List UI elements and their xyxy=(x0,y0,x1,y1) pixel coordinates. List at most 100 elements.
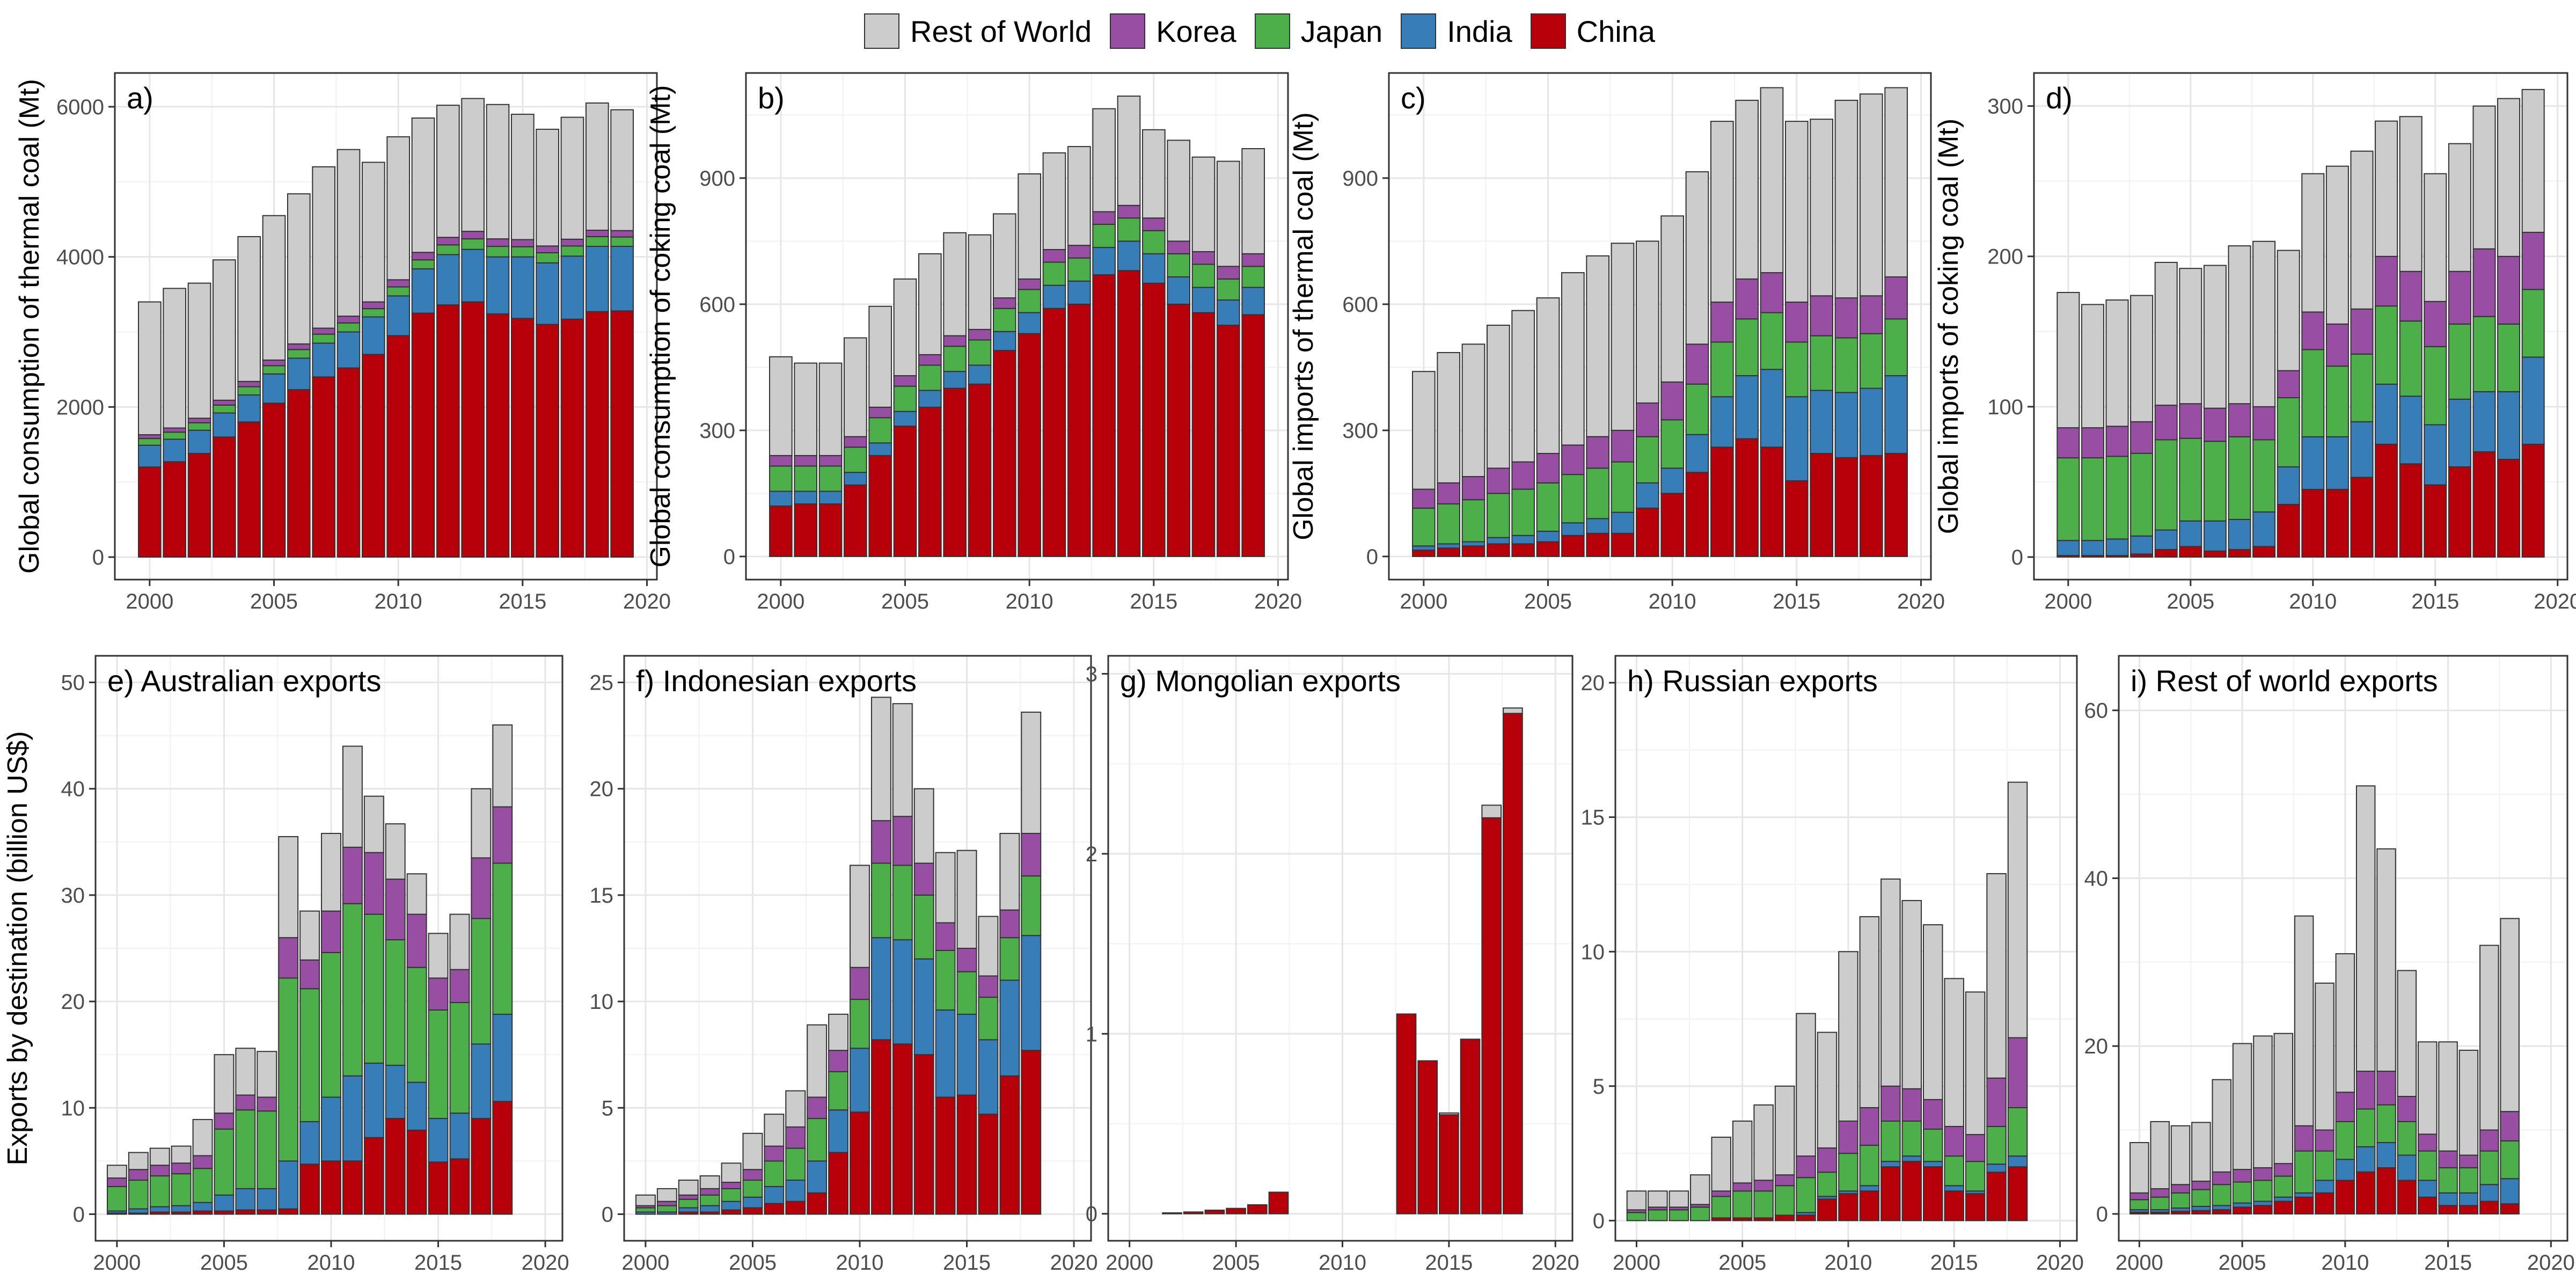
panel-title: g) Mongolian exports xyxy=(1120,664,1401,698)
x-tick-label: 2015 xyxy=(943,1251,991,1275)
bar-india-2013 xyxy=(2375,383,2398,445)
bar-korea-2015 xyxy=(1141,217,1166,231)
bar-korea-2006 xyxy=(764,1145,785,1162)
bar-rest-of-world-2006 xyxy=(2253,1035,2273,1168)
bar-china-2015 xyxy=(1784,480,1809,557)
bar-india-2015 xyxy=(1784,396,1809,481)
y-tick-label: 10 xyxy=(61,1096,85,1120)
bar-rest-of-world-2005 xyxy=(742,1132,763,1170)
x-tick-label: 2005 xyxy=(1212,1251,1260,1275)
bar-japan-2006 xyxy=(2253,1180,2273,1202)
bar-china-2010 xyxy=(850,1111,870,1215)
bar-china-2004 xyxy=(1204,1209,1225,1214)
bar-korea-2018 xyxy=(1859,295,1883,334)
bar-china-2012 xyxy=(892,1043,913,1215)
bar-india-2016 xyxy=(2448,398,2471,467)
legend-swatch-korea xyxy=(1110,13,1146,49)
bar-rest-of-world-2014 xyxy=(406,873,427,915)
bar-india-2014 xyxy=(2399,396,2423,465)
bar-china-2002 xyxy=(1461,545,1485,557)
bar-korea-2013 xyxy=(2397,1096,2417,1122)
bar-china-2014 xyxy=(486,313,510,558)
bar-rest-of-world-2004 xyxy=(868,305,892,408)
bar-rest-of-world-2018 xyxy=(1216,160,1240,267)
bar-rest-of-world-2012 xyxy=(892,703,913,817)
x-tick-label: 2000 xyxy=(2116,1251,2163,1275)
bar-japan-2016 xyxy=(978,997,999,1041)
bar-rest-of-world-2008 xyxy=(2294,915,2314,1126)
bar-china-2009 xyxy=(1817,1198,1838,1221)
x-tick-label: 2015 xyxy=(414,1251,462,1275)
bar-japan-2002 xyxy=(678,1198,699,1209)
bar-china-2017 xyxy=(2472,451,2496,558)
bar-china-2016 xyxy=(1810,452,1833,557)
bar-china-2006 xyxy=(1561,535,1585,557)
bar-rest-of-world-2004 xyxy=(192,1119,213,1157)
bar-china-2018 xyxy=(1021,1050,1042,1215)
bar-rest-of-world-2017 xyxy=(2479,945,2499,1131)
bar-rest-of-world-2016 xyxy=(2458,1050,2479,1156)
bar-india-2014 xyxy=(935,1009,956,1098)
bar-china-2009 xyxy=(2315,1192,2334,1214)
bar-korea-2011 xyxy=(342,846,363,904)
bar-india-2004 xyxy=(237,394,261,423)
bar-china-2000 xyxy=(1412,550,1436,557)
bar-rest-of-world-2007 xyxy=(2228,245,2251,405)
bar-japan-2018 xyxy=(2497,323,2521,392)
bar-korea-2003 xyxy=(213,399,236,406)
x-tick-label: 2020 xyxy=(1254,590,1302,613)
bar-rest-of-world-2006 xyxy=(287,193,311,345)
bar-china-2010 xyxy=(2335,1180,2355,1214)
bar-japan-2011 xyxy=(411,259,435,270)
bar-rest-of-world-2007 xyxy=(257,1051,277,1098)
y-tick-label: 40 xyxy=(2084,867,2109,890)
bar-japan-2004 xyxy=(192,1168,213,1203)
bar-korea-2002 xyxy=(187,418,211,423)
bar-japan-2009 xyxy=(828,1071,849,1111)
bar-japan-2015 xyxy=(510,246,535,258)
bar-china-2008 xyxy=(807,1192,828,1215)
panel-title: a) xyxy=(127,81,153,115)
bar-india-2000 xyxy=(2057,540,2080,557)
bar-japan-2017 xyxy=(1834,337,1858,393)
bar-india-2007 xyxy=(2228,518,2251,550)
bar-korea-2011 xyxy=(1859,1107,1880,1146)
bar-rest-of-world-2003 xyxy=(699,1175,720,1189)
bar-korea-2012 xyxy=(436,237,460,246)
bar-japan-2010 xyxy=(1660,419,1685,469)
bar-india-2016 xyxy=(1167,276,1190,305)
bar-china-2016 xyxy=(449,1158,470,1215)
bar-india-2006 xyxy=(2203,520,2227,552)
bar-china-2019 xyxy=(2521,443,2545,558)
bar-rest-of-world-2015 xyxy=(2438,1041,2458,1152)
bar-china-2007 xyxy=(312,376,336,558)
x-tick-label: 2000 xyxy=(757,590,804,613)
bar-japan-2017 xyxy=(471,918,492,1045)
bar-india-2003 xyxy=(213,412,236,438)
y-tick-label: 0 xyxy=(1593,1209,1605,1233)
bar-rest-of-world-2001 xyxy=(794,362,818,456)
bar-korea-2017 xyxy=(2472,248,2496,317)
bar-china-2014 xyxy=(1117,270,1141,557)
bar-korea-2009 xyxy=(2277,370,2300,399)
bar-korea-2014 xyxy=(486,238,510,247)
y-axis-label: Global consumption of coking coal (Mt) xyxy=(645,85,676,568)
bar-korea-2013 xyxy=(1901,1088,1922,1122)
x-tick-label: 2010 xyxy=(836,1251,883,1275)
bar-china-2004 xyxy=(2154,548,2178,558)
x-tick-label: 2000 xyxy=(1400,590,1447,613)
bar-japan-2011 xyxy=(342,903,363,1077)
chart-panel-4: 2000 2005 2010 2015 2020 0 100 200 300 d) Global i… xyxy=(1933,72,2576,613)
x-tick-label: 2010 xyxy=(1006,590,1053,613)
bar-korea-2008 xyxy=(336,316,361,324)
bar-rest-of-world-2010 xyxy=(2301,173,2325,313)
bar-japan-2010 xyxy=(321,952,341,1098)
bar-rest-of-world-2017 xyxy=(1191,156,1216,252)
bar-rest-of-world-2013 xyxy=(2397,970,2417,1097)
bar-japan-2005 xyxy=(214,1128,235,1196)
bar-rest-of-world-2002 xyxy=(818,362,843,456)
panel-border xyxy=(1107,655,1574,1242)
bar-india-2012 xyxy=(1880,1161,1901,1168)
bar-china-2012 xyxy=(1710,447,1734,557)
bar-rest-of-world-2008 xyxy=(278,836,299,939)
